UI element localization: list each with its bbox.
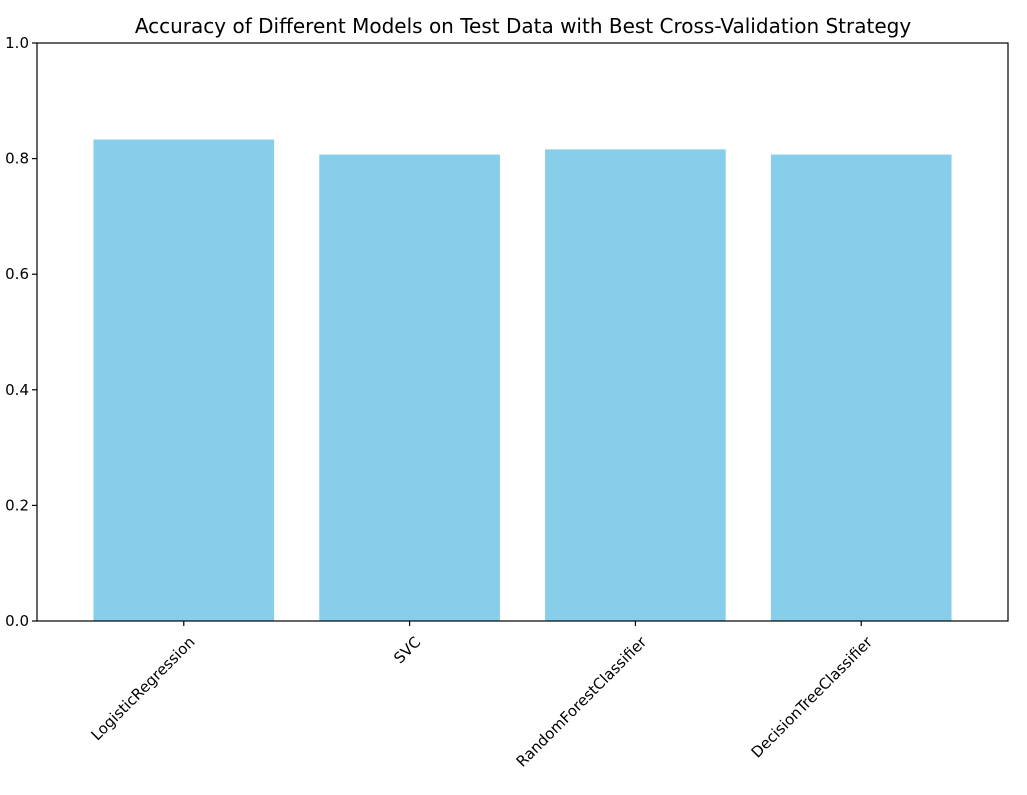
chart-title: Accuracy of Different Models on Test Dat… xyxy=(135,14,912,38)
bar-LogisticRegression xyxy=(93,139,275,621)
y-tick-label: 0.2 xyxy=(5,496,29,514)
x-tick-label: LogisticRegression xyxy=(87,633,198,744)
y-tick-label: 0.4 xyxy=(5,381,29,399)
bar-SVC xyxy=(319,154,500,621)
y-tick-label: 1.0 xyxy=(5,34,29,52)
bar-DecisionTreeClassifier xyxy=(770,154,952,621)
y-axis: 0.0 0.2 0.4 0.6 0.8 1.0 xyxy=(5,34,37,630)
bars-layer xyxy=(93,139,952,622)
y-tick-label: 0.6 xyxy=(5,265,29,283)
x-tick-label: DecisionTreeClassifier xyxy=(748,632,877,761)
bar-RandomForestClassifier xyxy=(545,149,726,622)
x-tick-label: SVC xyxy=(390,633,424,667)
y-tick-label: 0.0 xyxy=(5,612,29,630)
y-tick-label: 0.8 xyxy=(5,150,29,168)
x-axis: LogisticRegression SVC RandomForestClassif… xyxy=(87,621,877,771)
plot-frame xyxy=(36,42,1009,622)
x-tick-label: RandomForestClassifier xyxy=(513,632,651,770)
